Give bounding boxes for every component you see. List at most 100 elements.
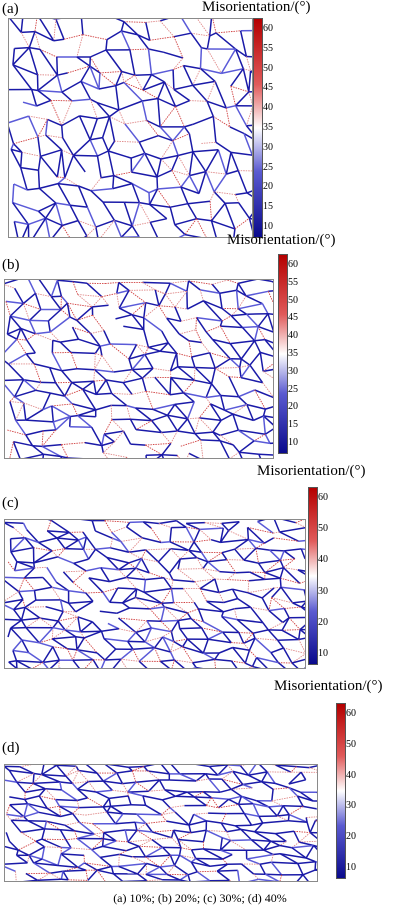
low-angle-boundary (80, 65, 91, 82)
high-angle-boundary (22, 303, 30, 321)
high-angle-boundary (74, 830, 78, 839)
high-angle-boundary (128, 290, 146, 304)
low-angle-boundary (220, 394, 239, 398)
low-angle-boundary (11, 819, 28, 822)
high-angle-boundary (25, 617, 41, 628)
high-angle-boundary (174, 659, 193, 664)
high-angle-boundary (41, 838, 66, 841)
low-angle-boundary (168, 572, 174, 581)
high-angle-boundary (5, 804, 11, 815)
low-angle-boundary (45, 605, 64, 613)
high-angle-boundary (159, 854, 171, 868)
low-angle-boundary (277, 638, 299, 642)
low-angle-boundary (181, 638, 189, 648)
high-angle-boundary (234, 194, 240, 203)
low-angle-boundary (105, 49, 123, 72)
colorbar-tick-label: 20 (318, 616, 328, 628)
low-angle-boundary (118, 567, 136, 571)
high-angle-boundary (291, 841, 300, 849)
low-angle-boundary (146, 119, 161, 128)
low-angle-boundary (207, 631, 224, 640)
low-angle-boundary (206, 600, 224, 604)
high-angle-boundary (282, 629, 301, 631)
high-angle-boundary (283, 647, 305, 654)
low-angle-boundary (184, 233, 202, 237)
high-angle-boundary (34, 566, 47, 569)
low-angle-boundary (94, 345, 101, 354)
low-angle-boundary (212, 419, 222, 433)
low-angle-boundary (183, 126, 191, 135)
high-angle-boundary (135, 781, 150, 792)
low-angle-boundary (142, 81, 165, 91)
low-angle-boundary (161, 430, 178, 434)
low-angle-boundary (21, 617, 41, 621)
low-angle-boundary (199, 587, 220, 594)
low-angle-boundary (9, 802, 28, 806)
low-angle-boundary (114, 813, 124, 825)
low-angle-boundary (47, 118, 63, 127)
high-angle-boundary (180, 317, 197, 322)
low-angle-boundary (251, 822, 263, 826)
low-angle-boundary (159, 866, 168, 875)
colorbar-tick-label: 60 (346, 708, 356, 719)
high-angle-boundary (218, 803, 239, 809)
low-angle-boundary (157, 561, 170, 574)
low-angle-boundary (263, 537, 275, 544)
low-angle-boundary (56, 537, 79, 541)
low-angle-boundary (154, 376, 171, 396)
colorbar-tick-label: 30 (263, 141, 273, 153)
colorbar-tick-label: 40 (318, 554, 328, 566)
high-angle-boundary (212, 19, 217, 34)
low-angle-boundary (246, 124, 252, 127)
low-angle-boundary (239, 765, 249, 776)
low-angle-boundary (78, 115, 91, 141)
low-angle-boundary (211, 383, 222, 396)
low-angle-boundary (102, 797, 110, 808)
low-angle-boundary (26, 529, 40, 544)
grain-boundary-svg (5, 520, 305, 668)
low-angle-boundary (113, 174, 133, 185)
low-angle-boundary (60, 295, 68, 304)
low-angle-boundary (102, 845, 127, 852)
low-angle-boundary (44, 828, 61, 831)
low-angle-boundary (220, 325, 243, 329)
low-angle-boundary (145, 866, 161, 876)
low-angle-boundary (35, 331, 51, 335)
low-angle-boundary (135, 631, 146, 643)
low-angle-boundary (170, 620, 180, 633)
low-angle-boundary (232, 588, 249, 594)
low-angle-boundary (277, 813, 290, 817)
low-angle-boundary (38, 627, 54, 644)
high-angle-boundary (231, 642, 244, 644)
low-angle-boundary (104, 648, 117, 661)
low-angle-boundary (187, 200, 211, 205)
high-angle-boundary (105, 282, 119, 284)
low-angle-boundary (39, 617, 59, 622)
low-angle-boundary (107, 622, 120, 630)
low-angle-boundary (102, 840, 117, 848)
high-angle-boundary (39, 617, 54, 629)
low-angle-boundary (270, 652, 280, 664)
high-angle-boundary (64, 177, 79, 187)
low-angle-boundary (56, 56, 59, 76)
low-angle-boundary (296, 874, 304, 881)
low-angle-boundary (220, 538, 249, 544)
low-angle-boundary (142, 281, 158, 284)
high-angle-boundary (58, 616, 78, 622)
low-angle-boundary (166, 403, 176, 416)
high-angle-boundary (93, 379, 107, 382)
low-angle-boundary (72, 659, 81, 668)
low-angle-boundary (189, 170, 206, 177)
high-angle-boundary (57, 176, 65, 179)
high-angle-boundary (5, 284, 15, 289)
low-angle-boundary (190, 829, 207, 834)
low-angle-boundary (36, 99, 51, 107)
low-angle-boundary (170, 830, 175, 838)
low-angle-boundary (238, 440, 255, 453)
low-angle-boundary (38, 541, 53, 552)
low-angle-boundary (234, 548, 245, 561)
high-angle-boundary (171, 659, 175, 668)
low-angle-boundary (163, 81, 177, 107)
low-angle-boundary (78, 338, 101, 347)
low-angle-boundary (170, 765, 181, 775)
